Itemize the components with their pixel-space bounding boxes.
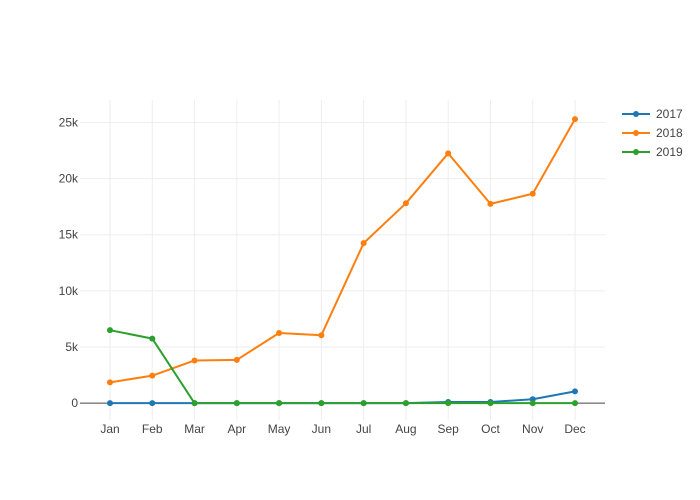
- data-point[interactable]: [402, 400, 409, 407]
- data-point[interactable]: [572, 388, 578, 395]
- data-point[interactable]: [276, 400, 283, 407]
- data-point[interactable]: [445, 400, 452, 407]
- data-point[interactable]: [191, 400, 198, 407]
- legend-swatch-marker: [633, 130, 639, 136]
- x-tick-label: May: [268, 422, 291, 436]
- data-point[interactable]: [318, 400, 325, 407]
- legend-item-2018[interactable]: 2018: [622, 126, 683, 140]
- data-point[interactable]: [233, 356, 240, 363]
- data-point[interactable]: [529, 400, 536, 407]
- data-point[interactable]: [107, 400, 113, 407]
- data-point[interactable]: [149, 400, 156, 407]
- axes: 0 5k 10k 15k 20k 25k Jan Feb Mar Apr May Jun Jul Aug S…: [59, 115, 605, 436]
- series-2019: [107, 327, 578, 407]
- legend-swatch-marker: [633, 111, 639, 117]
- legend-label: 2017: [656, 107, 683, 121]
- x-tick-label: Apr: [227, 422, 246, 436]
- data-point[interactable]: [191, 357, 198, 364]
- x-tick-label: Feb: [142, 422, 163, 436]
- data-point[interactable]: [318, 332, 325, 339]
- legend-label: 2019: [656, 145, 683, 159]
- data-point[interactable]: [487, 400, 494, 407]
- x-tick-label: Jul: [356, 422, 371, 436]
- data-point[interactable]: [572, 116, 578, 123]
- data-point[interactable]: [276, 329, 283, 336]
- data-point[interactable]: [149, 335, 156, 342]
- series: [107, 116, 578, 407]
- legend-item-2019[interactable]: 2019: [622, 145, 683, 159]
- x-tick-label: Jun: [312, 422, 331, 436]
- data-point[interactable]: [360, 240, 367, 247]
- data-point[interactable]: [107, 327, 113, 334]
- y-tick-label: 10k: [59, 284, 79, 298]
- data-point[interactable]: [360, 400, 367, 407]
- x-tick-label: Dec: [564, 422, 585, 436]
- x-tick-label: Mar: [184, 422, 205, 436]
- y-tick-label: 0: [71, 396, 78, 410]
- y-tick-label: 5k: [65, 340, 79, 354]
- series-line: [110, 390, 576, 405]
- data-point[interactable]: [233, 400, 240, 407]
- legend-label: 2018: [656, 126, 683, 140]
- grid: [80, 100, 605, 420]
- data-point[interactable]: [402, 200, 409, 207]
- x-tick-label: Aug: [395, 422, 416, 436]
- legend[interactable]: 2017 2018 2019: [622, 107, 683, 159]
- x-tick-label: Nov: [522, 422, 543, 436]
- data-point[interactable]: [107, 379, 113, 386]
- y-tick-label: 25k: [59, 115, 79, 129]
- data-point[interactable]: [445, 150, 452, 157]
- series-2018: [107, 116, 578, 386]
- legend-swatch-marker: [633, 149, 639, 155]
- x-tick-label: Oct: [481, 422, 500, 436]
- x-tick-label: Sep: [438, 422, 460, 436]
- data-point[interactable]: [149, 372, 156, 379]
- legend-item-2017[interactable]: 2017: [622, 107, 683, 121]
- x-tick-label: Jan: [100, 422, 119, 436]
- data-point[interactable]: [529, 190, 536, 197]
- series-line: [109, 118, 576, 384]
- y-tick-label: 20k: [59, 172, 79, 186]
- y-tick-label: 15k: [59, 228, 79, 242]
- series-line: [109, 329, 575, 405]
- data-point[interactable]: [572, 400, 578, 407]
- data-point[interactable]: [487, 200, 494, 207]
